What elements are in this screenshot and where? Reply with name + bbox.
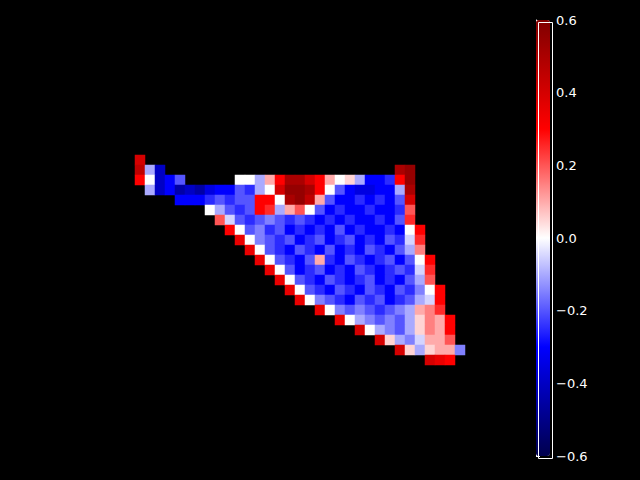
svg-text:0.6: 0.6 [556,13,577,28]
svg-text:0.4: 0.4 [556,85,577,100]
svg-text:−0.4: −0.4 [556,376,588,391]
svg-text:0.2: 0.2 [556,158,577,173]
svg-text:−0.2: −0.2 [556,303,588,318]
svg-text:−0.6: −0.6 [556,449,588,464]
svg-text:0.0: 0.0 [556,231,577,246]
